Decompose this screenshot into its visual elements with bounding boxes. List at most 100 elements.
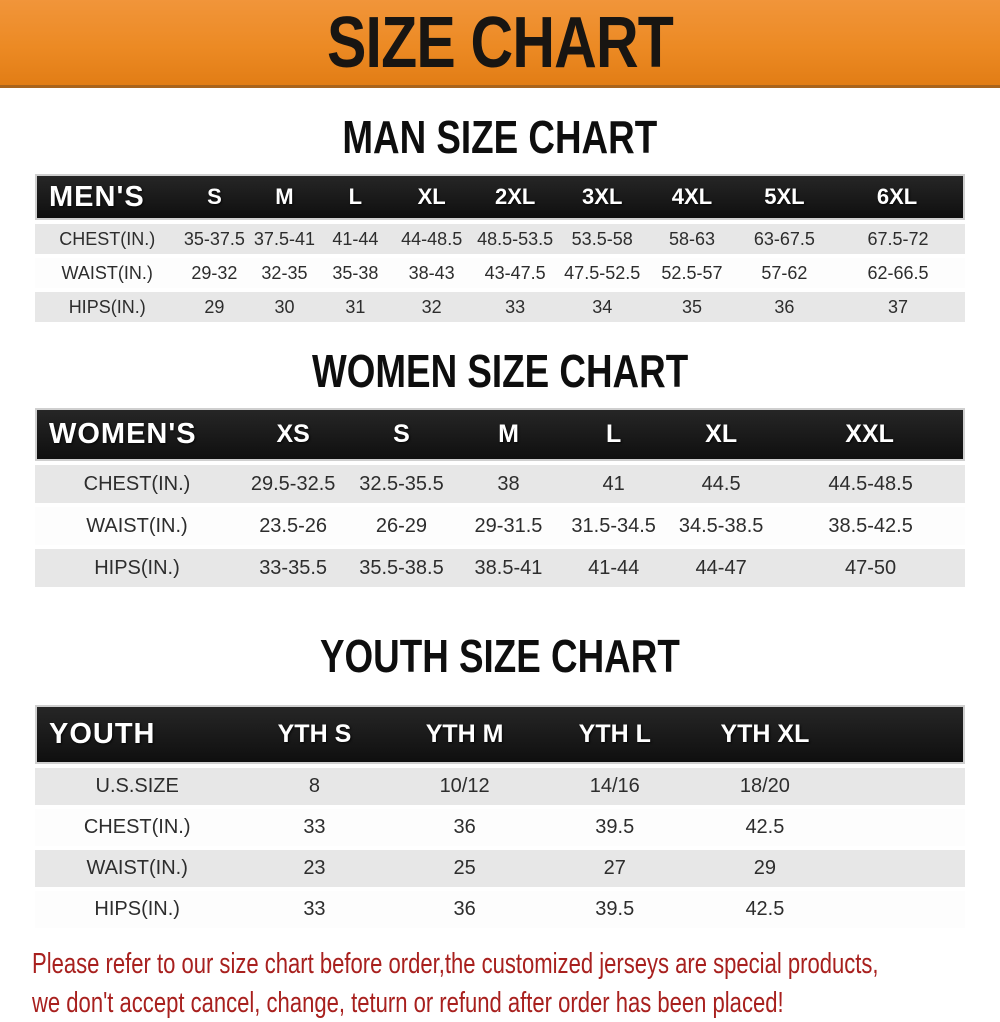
- note-line-1: Please refer to our size chart before or…: [32, 946, 1000, 984]
- column-header: YTH L: [539, 705, 690, 764]
- column-header: YTH M: [389, 705, 540, 764]
- size-value: 27: [539, 850, 690, 887]
- women-table-header: WOMEN'S XS S M L XL XXL: [35, 408, 965, 461]
- empty-header-cell: [839, 705, 965, 764]
- page-title: SIZE CHART: [289, 7, 711, 79]
- size-value: 58-63: [646, 224, 738, 254]
- size-value: 39.5: [539, 809, 690, 846]
- column-header: S: [179, 174, 250, 220]
- size-value: 44-48.5: [391, 224, 473, 254]
- column-header: YTH S: [239, 705, 390, 764]
- men-table-body: CHEST(IN.) 35-37.5 37.5-41 41-44 44-48.5 48.5…: [35, 224, 965, 322]
- size-value: 52.5-57: [646, 258, 738, 288]
- size-value: 23: [239, 850, 390, 887]
- size-value: 67.5-72: [831, 224, 965, 254]
- size-value: 33: [472, 292, 559, 322]
- size-value: 35-37.5: [179, 224, 250, 254]
- size-value: 41-44: [319, 224, 392, 254]
- size-value: 14/16: [539, 768, 690, 805]
- measurement-row: HIPS(IN.) 33-35.5 35.5-38.5 38.5-41 41-44 44-…: [35, 549, 965, 587]
- size-value: 39.5: [539, 891, 690, 928]
- table-group-label: MEN'S: [35, 174, 180, 220]
- youth-size-table: YOUTH YTH S YTH M YTH L YTH XL U.S.SIZE 8 10/1…: [35, 701, 965, 932]
- column-header: 2XL: [472, 174, 559, 220]
- column-header: 6XL: [831, 174, 965, 220]
- note-line-2: we don't accept cancel, change, teturn o…: [32, 985, 1000, 1022]
- size-value: 8: [239, 768, 390, 805]
- column-header: 3XL: [558, 174, 647, 220]
- size-value: 44-47: [666, 549, 777, 587]
- row-label: WAIST(IN.): [35, 258, 180, 288]
- size-value: 53.5-58: [558, 224, 647, 254]
- size-value: 43-47.5: [472, 258, 559, 288]
- size-value: 47.5-52.5: [558, 258, 647, 288]
- size-value: 34.5-38.5: [666, 507, 777, 545]
- size-value: 29-31.5: [455, 507, 562, 545]
- empty-cell: [839, 850, 965, 887]
- table-group-label: YOUTH: [35, 705, 240, 764]
- row-label: HIPS(IN.): [35, 891, 240, 928]
- column-header: XL: [666, 408, 777, 461]
- empty-cell: [839, 809, 965, 846]
- size-value: 36: [737, 292, 832, 322]
- section-men: MAN SIZE CHART MEN'S S M L XL 2XL 3XL 4XL 5XL 6XL…: [0, 114, 1000, 326]
- size-value: 44.5: [666, 465, 777, 503]
- measurement-row: WAIST(IN.) 23 25 27 29: [35, 850, 965, 887]
- page-title-text: SIZE CHART: [326, 2, 674, 83]
- size-value: 23.5-26: [238, 507, 348, 545]
- section-women: WOMEN SIZE CHART WOMEN'S XS S M L XL XXL CHEST…: [0, 348, 1000, 591]
- footer-note: Please refer to our size chart before or…: [32, 946, 1000, 1022]
- column-header: L: [319, 174, 392, 220]
- measurement-row: HIPS(IN.) 29 30 31 32 33 34 35 36 37: [35, 292, 965, 322]
- men-section-title: MAN SIZE CHART: [0, 114, 1000, 160]
- youth-table-header: YOUTH YTH S YTH M YTH L YTH XL: [35, 705, 965, 764]
- column-header: XL: [391, 174, 473, 220]
- empty-cell: [839, 768, 965, 805]
- measurement-row: HIPS(IN.) 33 36 39.5 42.5: [35, 891, 965, 928]
- size-value: 63-67.5: [737, 224, 832, 254]
- size-value: 31.5-34.5: [561, 507, 667, 545]
- size-value: 38.5-42.5: [776, 507, 965, 545]
- size-value: 10/12: [389, 768, 540, 805]
- empty-cell: [839, 891, 965, 928]
- size-value: 32: [391, 292, 473, 322]
- size-value: 44.5-48.5: [776, 465, 965, 503]
- row-label: HIPS(IN.): [35, 292, 180, 322]
- size-value: 38-43: [391, 258, 473, 288]
- measurement-row: CHEST(IN.) 35-37.5 37.5-41 41-44 44-48.5 48.5…: [35, 224, 965, 254]
- women-section-title: WOMEN SIZE CHART: [0, 348, 1000, 394]
- note-line-1-text: Please refer to our size chart before or…: [32, 948, 879, 980]
- measurement-row: CHEST(IN.) 29.5-32.5 32.5-35.5 38 41 44.5 44.5…: [35, 465, 965, 503]
- size-value: 31: [319, 292, 392, 322]
- size-value: 41-44: [561, 549, 667, 587]
- size-value: 33-35.5: [238, 549, 348, 587]
- banner: SIZE CHART: [0, 0, 1000, 88]
- size-value: 41: [561, 465, 667, 503]
- size-value: 33: [239, 891, 390, 928]
- size-value: 34: [558, 292, 647, 322]
- size-value: 38.5-41: [455, 549, 562, 587]
- column-header: L: [561, 408, 667, 461]
- women-table-body: CHEST(IN.) 29.5-32.5 32.5-35.5 38 41 44.5 44.5…: [35, 465, 965, 587]
- size-value: 47-50: [776, 549, 965, 587]
- size-value: 29.5-32.5: [238, 465, 348, 503]
- men-section-title-text: MAN SIZE CHART: [342, 111, 658, 163]
- row-label: U.S.SIZE: [35, 768, 240, 805]
- row-label: WAIST(IN.): [35, 507, 239, 545]
- size-value: 35-38: [319, 258, 392, 288]
- column-header: S: [347, 408, 456, 461]
- size-value: 62-66.5: [831, 258, 965, 288]
- youth-section-title: YOUTH SIZE CHART: [0, 633, 1000, 679]
- size-value: 37: [831, 292, 965, 322]
- size-value: 38: [455, 465, 562, 503]
- column-header: 5XL: [737, 174, 832, 220]
- row-label: CHEST(IN.): [35, 809, 240, 846]
- table-header-row: YOUTH YTH S YTH M YTH L YTH XL: [35, 705, 965, 764]
- column-header: 4XL: [646, 174, 738, 220]
- table-header-row: WOMEN'S XS S M L XL XXL: [35, 408, 965, 461]
- row-label: WAIST(IN.): [35, 850, 240, 887]
- size-value: 35: [646, 292, 738, 322]
- size-value: 37.5-41: [249, 224, 320, 254]
- row-label: CHEST(IN.): [35, 224, 180, 254]
- size-value: 35.5-38.5: [347, 549, 456, 587]
